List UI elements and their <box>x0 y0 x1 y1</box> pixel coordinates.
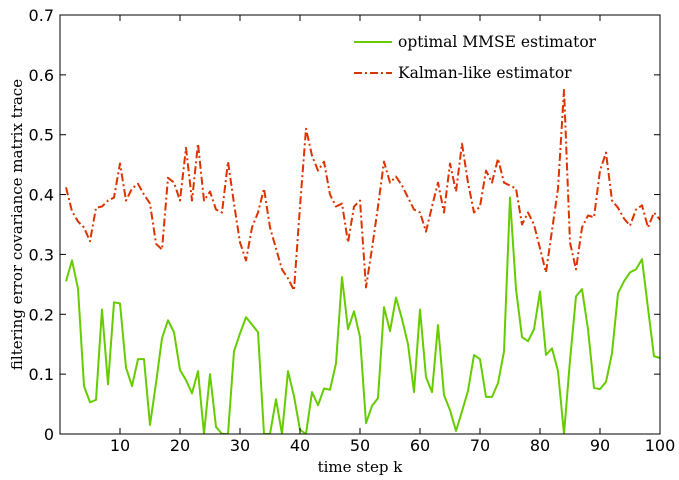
legend-label-kalman-like: Kalman-like estimator <box>398 64 572 82</box>
y-tick-label: 0.1 <box>29 365 54 384</box>
x-tick-label: 60 <box>410 436 430 455</box>
y-tick-label: 0.5 <box>29 126 54 145</box>
y-tick-label: 0 <box>44 425 54 444</box>
x-tick-label: 50 <box>350 436 370 455</box>
legend: optimal MMSE estimator Kalman-like estim… <box>354 33 597 82</box>
x-tick-label: 80 <box>530 436 550 455</box>
x-tick-label: 10 <box>110 436 130 455</box>
x-tick-label: 20 <box>170 436 190 455</box>
x-tick-label: 90 <box>590 436 610 455</box>
y-axis-title: filtering error covariance matrix trace <box>8 79 26 370</box>
y-tick-label: 0.4 <box>29 186 54 205</box>
x-axis-title: time step k <box>318 458 404 476</box>
x-tick-label: 40 <box>290 436 310 455</box>
x-tick-label: 30 <box>230 436 250 455</box>
legend-label-optimal-mmse: optimal MMSE estimator <box>398 33 597 51</box>
series-line-optimal-mmse <box>65 196 660 434</box>
y-tick-label: 0.6 <box>29 66 54 85</box>
y-tick-label: 0.7 <box>29 6 54 25</box>
y-tick-label: 0.2 <box>29 305 54 324</box>
series-line-kalman-like <box>65 88 660 292</box>
x-tick-label: 70 <box>470 436 490 455</box>
series-layer <box>65 88 660 434</box>
x-tick-label: 100 <box>645 436 676 455</box>
ticks-layer: 10 20 30 40 50 60 70 80 90 100 0 0.1 0.2 0.3 0.4 0.5 0.6… <box>29 6 676 455</box>
y-tick-label: 0.3 <box>29 245 54 264</box>
